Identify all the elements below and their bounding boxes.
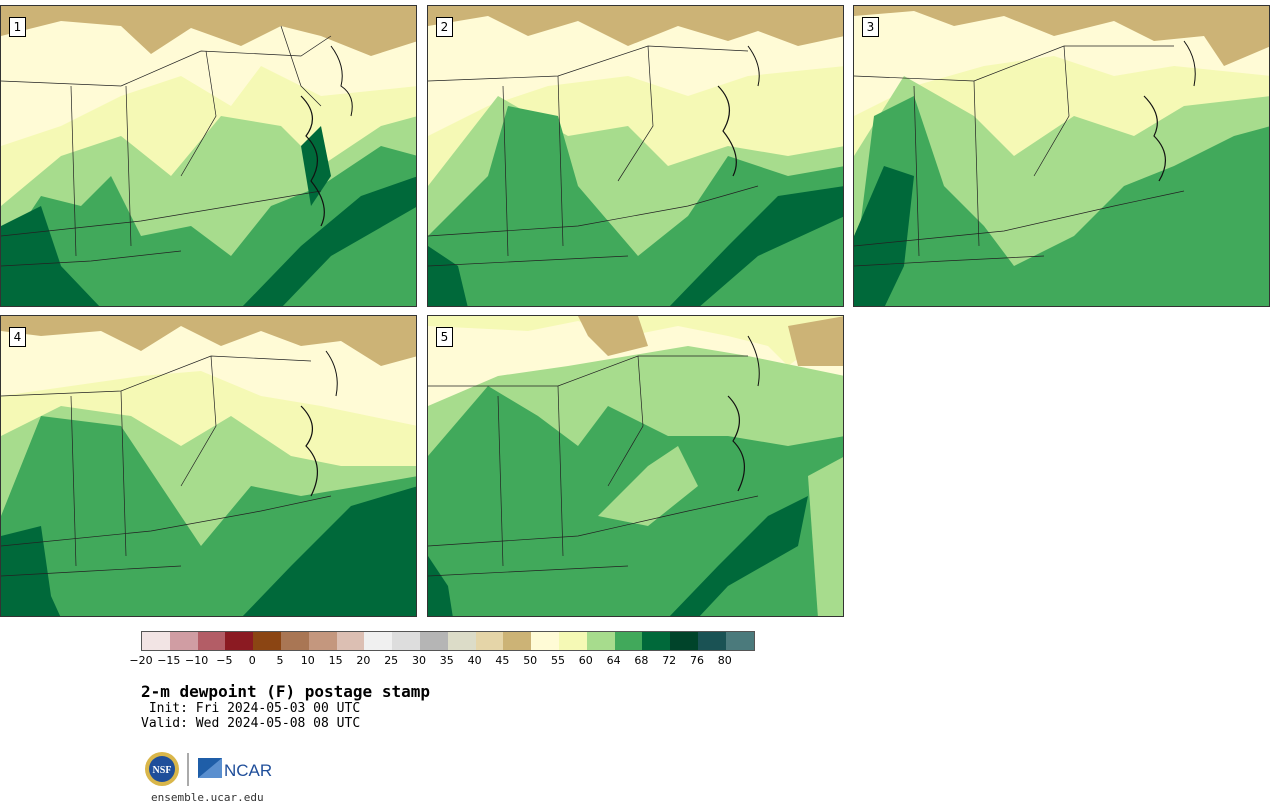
- panel-number: 2: [436, 17, 453, 37]
- logo-graphic: NSF NCAR: [145, 752, 272, 786]
- colorbar-swatch: [308, 632, 337, 650]
- valid-time: Valid: Wed 2024-05-08 08 UTC: [141, 716, 361, 731]
- dewpoint-map-1: [1, 6, 416, 306]
- colorbar-swatch: [447, 632, 476, 650]
- colorbar-swatch: [614, 632, 643, 650]
- plot-title: 2-m dewpoint (F) postage stamp: [141, 682, 430, 701]
- colorbar-tick-label: 72: [662, 654, 677, 667]
- colorbar-tick-label: 0: [248, 654, 256, 667]
- map-panel-3: 3: [853, 5, 1270, 307]
- nsf-ncar-logo: NSF NCAR: [144, 750, 274, 790]
- colorbar-tick-label: 64: [606, 654, 621, 667]
- colorbar-tick-label: 35: [439, 654, 454, 667]
- colorbar-swatch: [253, 632, 281, 650]
- colorbar-swatch: [336, 632, 365, 650]
- colorbar-tick-label: 25: [384, 654, 399, 667]
- dewpoint-map-4: [1, 316, 416, 616]
- ncar-logo-text: NCAR: [224, 761, 272, 780]
- colorbar-swatch: [697, 632, 726, 650]
- colorbar-tick-label: −5: [216, 654, 233, 667]
- nsf-logo-text: NSF: [153, 765, 172, 776]
- site-url: ensemble.ucar.edu: [151, 791, 264, 804]
- colorbar-swatch: [586, 632, 615, 650]
- map-panel-4: 4: [0, 315, 417, 617]
- colorbar-swatch: [725, 632, 754, 650]
- colorbar-swatch: [392, 632, 420, 650]
- colorbar-swatch: [670, 632, 698, 650]
- colorbar-tick-label: −20: [129, 654, 153, 667]
- colorbar-tick-label: 40: [467, 654, 482, 667]
- dewpoint-map-2: [428, 6, 843, 306]
- panel-number: 1: [9, 17, 26, 37]
- colorbar-tick-label: 60: [578, 654, 593, 667]
- init-time: Init: Fri 2024-05-03 00 UTC: [141, 701, 361, 716]
- colorbar-tick-label: 76: [690, 654, 704, 667]
- panel-number: 4: [9, 327, 26, 347]
- colorbar-tick-label: −15: [157, 654, 181, 667]
- colorbar-tick-label: 20: [356, 654, 371, 667]
- colorbar-swatch: [225, 632, 254, 650]
- dewpoint-map-5: [428, 316, 843, 616]
- colorbar-swatch: [197, 632, 226, 650]
- colorbar-swatch: [142, 632, 170, 650]
- colorbar-swatch: [419, 632, 448, 650]
- panel-number: 3: [862, 17, 879, 37]
- colorbar-tick-label: 55: [551, 654, 565, 667]
- colorbar-swatch: [364, 632, 393, 650]
- colorbar-tick-label: 30: [412, 654, 426, 667]
- colorbar-swatch: [475, 632, 504, 650]
- colorbar: [141, 631, 755, 651]
- colorbar-swatch: [503, 632, 532, 650]
- colorbar-labels: −20 −15 −10 −5 0 5 10 15 20 25 30 35 40 45 50 55 60 64 68 7…: [129, 654, 781, 668]
- colorbar-swatch: [169, 632, 198, 650]
- colorbar-swatch: [531, 632, 559, 650]
- colorbar-tick-label: 80: [717, 654, 732, 667]
- colorbar-tick-label: 15: [328, 654, 343, 667]
- map-panel-5: 5: [427, 315, 844, 617]
- colorbar-tick-label: 68: [634, 654, 649, 667]
- map-panel-2: 2: [427, 5, 844, 307]
- map-panel-1: 1: [0, 5, 417, 307]
- colorbar-tick-label: 5: [276, 654, 284, 667]
- colorbar-tick-label: 10: [300, 654, 315, 667]
- colorbar-tick-label: −10: [184, 654, 209, 667]
- colorbar-swatch: [280, 632, 309, 650]
- panel-number: 5: [436, 327, 453, 347]
- dewpoint-map-3: [854, 6, 1269, 306]
- colorbar-swatch: [642, 632, 671, 650]
- colorbar-tick-label: 50: [523, 654, 538, 667]
- colorbar-tick-label: 45: [495, 654, 510, 667]
- colorbar-swatch: [558, 632, 587, 650]
